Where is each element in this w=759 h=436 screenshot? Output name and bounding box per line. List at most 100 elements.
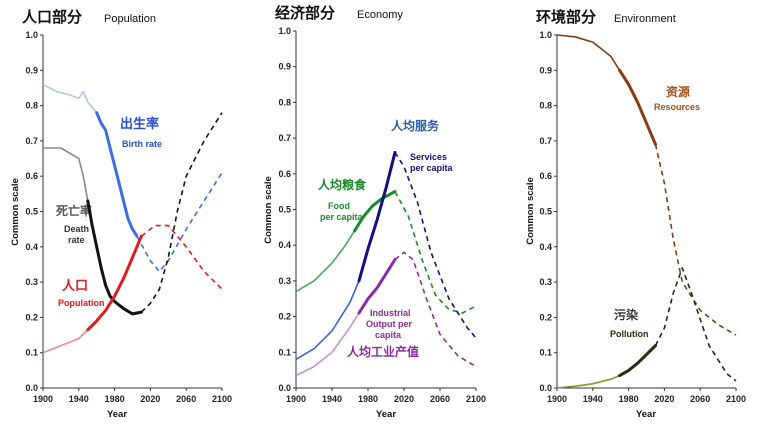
y-tick-label: 1.0 xyxy=(278,26,291,36)
y-tick-label: 0.6 xyxy=(25,171,38,181)
series-population-observed xyxy=(86,234,143,332)
series-label-cn-resources: 资源 xyxy=(666,84,690,99)
series-label-en-population: Population xyxy=(58,298,105,308)
series-birth-observed xyxy=(95,111,139,238)
x-tick-label: 1940 xyxy=(69,394,89,404)
series-food-observed xyxy=(353,190,397,233)
series-services-projection xyxy=(394,151,477,339)
x-tick-label: 2060 xyxy=(176,394,196,404)
series-birth-history xyxy=(42,83,98,114)
x-tick-label: 2020 xyxy=(654,394,674,404)
series-label-en-resources: Resources xyxy=(654,102,700,112)
x-tick-label: 2100 xyxy=(726,394,746,404)
chart-population: 人口部分 Population Year Common scale 出生率 Bi… xyxy=(10,8,162,420)
y-tick-label: 0.4 xyxy=(25,242,38,252)
series-population-history xyxy=(42,329,89,354)
x-axis-label: Year xyxy=(636,409,656,420)
series-services-observed xyxy=(357,150,397,283)
series-death-history xyxy=(43,147,89,202)
series-label-cn-pollution: 污染 xyxy=(614,307,639,322)
y-tick-label: 0.2 xyxy=(539,312,552,322)
x-axis-label: Year xyxy=(376,409,396,420)
series-label-cn-industrial: 人均工业产值 xyxy=(347,344,419,359)
y-tick-label: 0.2 xyxy=(278,312,291,322)
x-tick-label: 2060 xyxy=(690,394,710,404)
y-tick-label: 0.9 xyxy=(25,65,38,75)
y-tick-label: 0.7 xyxy=(278,133,291,143)
y-tick-label: 0.3 xyxy=(278,276,291,286)
chart-title-en: Population xyxy=(104,13,156,25)
series-label-en-death-2: rate xyxy=(68,235,85,245)
series-label-en-food-2: per capita xyxy=(320,212,364,222)
series-label-en-industrial-2: Output per xyxy=(366,319,412,329)
x-axis-label: Year xyxy=(107,409,127,420)
y-tick-label: 0.4 xyxy=(539,242,552,252)
series-industrial-history xyxy=(295,312,360,377)
chart-economy: 经济部分 Economy Year Common scale 人均服务 Serv… xyxy=(263,4,454,420)
x-tick-label: 1900 xyxy=(33,394,53,404)
y-tick-label: 0.9 xyxy=(539,65,552,75)
plot-area-population: 0.0 0.1 0.2 0.3 0.4 0.5 0.6 0.7 0.8 0.9 1.0 1900 194… xyxy=(25,30,232,404)
x-tick-label: 1980 xyxy=(105,394,125,404)
x-tick-label: 2020 xyxy=(140,394,160,404)
chart-title-cn: 环境部分 xyxy=(536,8,596,26)
x-tick-label: 1980 xyxy=(358,394,378,404)
y-tick-label: 0.0 xyxy=(25,383,38,393)
x-tick-label: 1900 xyxy=(547,394,567,404)
y-tick-label: 0.8 xyxy=(539,101,552,111)
y-tick-label: 0.2 xyxy=(25,312,38,322)
series-label-cn-services: 人均服务 xyxy=(391,118,440,133)
series-food-history xyxy=(295,230,356,293)
series-label-cn-food: 人均粮食 xyxy=(318,177,367,192)
series-label-en-industrial-1: Industrial xyxy=(370,308,411,318)
y-tick-label: 0.1 xyxy=(539,348,552,358)
y-tick-label: 1.0 xyxy=(539,30,552,40)
y-tick-label: 0.3 xyxy=(25,277,38,287)
series-label-en-services-1: Services xyxy=(410,152,447,162)
x-tick-label: 2060 xyxy=(430,394,450,404)
plot-area-environment: 0.0 0.1 0.2 0.3 0.4 0.5 0.6 0.7 0.8 0.9 1.0 1900 194… xyxy=(539,30,746,404)
y-tick-label: 0.5 xyxy=(25,207,38,217)
y-tick-label: 0.7 xyxy=(25,136,38,146)
chart-title-cn: 经济部分 xyxy=(275,4,335,22)
x-tick-label: 2100 xyxy=(466,394,486,404)
chart-title-en: Environment xyxy=(614,13,676,25)
y-tick-label: 0.5 xyxy=(278,205,291,215)
plot-area-economy: 0.0 0.1 0.2 0.3 0.4 0.5 0.6 0.7 0.8 0.9 1.0 1900 194… xyxy=(278,26,486,404)
series-label-en-birth: Birth rate xyxy=(122,139,162,149)
series-pollution-projection xyxy=(654,267,737,382)
series-industrial-projection xyxy=(394,251,477,368)
y-tick-label: 0.9 xyxy=(278,62,291,72)
y-tick-label: 0.8 xyxy=(278,97,291,107)
y-tick-label: 0.0 xyxy=(278,383,291,393)
y-axis-label: Common scale xyxy=(10,178,21,246)
y-tick-label: 0.6 xyxy=(539,171,552,181)
y-tick-label: 0.0 xyxy=(539,383,552,393)
series-label-cn-birth: 出生率 xyxy=(120,116,159,131)
y-tick-label: 0.8 xyxy=(25,101,38,111)
y-tick-label: 0.4 xyxy=(278,240,291,250)
y-tick-label: 0.5 xyxy=(539,207,552,217)
x-tick-label: 1940 xyxy=(583,394,603,404)
chart-title-cn: 人口部分 xyxy=(22,8,82,26)
x-tick-label: 1940 xyxy=(322,394,342,404)
series-services-history xyxy=(295,280,360,361)
series-resources-projection xyxy=(654,144,737,336)
y-tick-label: 0.3 xyxy=(539,277,552,287)
series-label-cn-population: 人口 xyxy=(62,278,88,293)
chart-title-en: Economy xyxy=(357,9,403,21)
y-tick-label: 0.1 xyxy=(25,348,38,358)
x-tick-label: 1900 xyxy=(286,394,306,404)
y-axis-label: Common scale xyxy=(525,177,536,245)
series-industrial-observed xyxy=(357,258,397,315)
series-resources-observed xyxy=(618,68,657,146)
series-death-observed xyxy=(86,199,143,316)
series-label-en-pollution: Pollution xyxy=(610,329,649,339)
series-death-projection xyxy=(140,112,223,313)
y-tick-label: 0.7 xyxy=(539,136,552,146)
series-pollution-observed xyxy=(618,344,657,378)
y-axis-label: Common scale xyxy=(263,176,274,244)
x-tick-label: 1980 xyxy=(619,394,639,404)
